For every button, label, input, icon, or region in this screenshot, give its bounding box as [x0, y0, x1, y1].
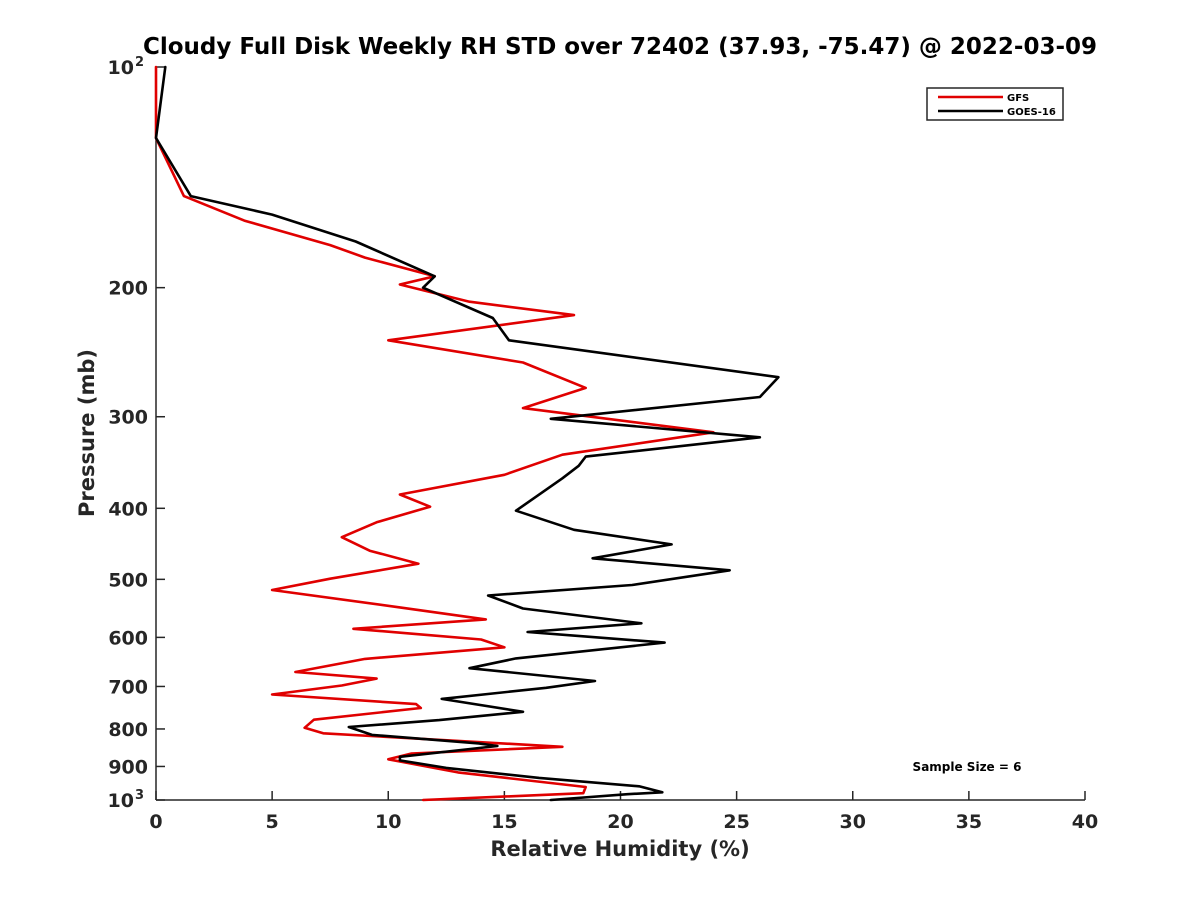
series-line-goes16 [154, 65, 780, 802]
y-tick-exponent: 3 [135, 788, 144, 803]
y-tick-exponent: 2 [135, 55, 144, 70]
y-tick-label: 900 [108, 756, 148, 778]
x-tick-label: 10 [375, 811, 401, 833]
y-axis-label: Pressure (mb) [75, 349, 99, 517]
x-tick-label: 35 [956, 811, 982, 833]
y-tick-label: 10 [108, 57, 134, 79]
legend: GFS GOES-16 [926, 87, 1064, 121]
x-tick-label: 0 [149, 811, 162, 833]
y-tick-label: 200 [108, 278, 148, 300]
legend-box [926, 87, 1064, 121]
x-axis-label: Relative Humidity (%) [490, 837, 749, 861]
y-tick-label: 400 [108, 498, 148, 520]
x-tick-label: 5 [266, 811, 279, 833]
y-tick-label: 10 [108, 790, 134, 812]
x-tick-label: 15 [491, 811, 517, 833]
legend-label-gfs: GFS [1007, 93, 1029, 104]
y-tick-label: 800 [108, 719, 148, 741]
x-tick-label: 25 [723, 811, 749, 833]
x-tick-label: 40 [1072, 811, 1098, 833]
axes [155, 67, 1085, 801]
sample-size-annotation: Sample Size = 6 [913, 760, 1022, 774]
y-tick-label: 500 [108, 569, 148, 591]
y-tick-label: 700 [108, 676, 148, 698]
series-line-gfs [154, 65, 715, 802]
y-tick-label: 600 [108, 627, 148, 649]
x-axis-ticks: 0 5 10 15 20 25 30 35 40 [149, 791, 1098, 833]
legend-label-goes16: GOES-16 [1007, 107, 1056, 118]
x-tick-label: 30 [840, 811, 866, 833]
chart-title: Cloudy Full Disk Weekly RH STD over 7240… [143, 34, 1097, 60]
x-tick-label: 20 [607, 811, 633, 833]
series-lines [154, 65, 780, 802]
y-tick-label: 300 [108, 407, 148, 429]
